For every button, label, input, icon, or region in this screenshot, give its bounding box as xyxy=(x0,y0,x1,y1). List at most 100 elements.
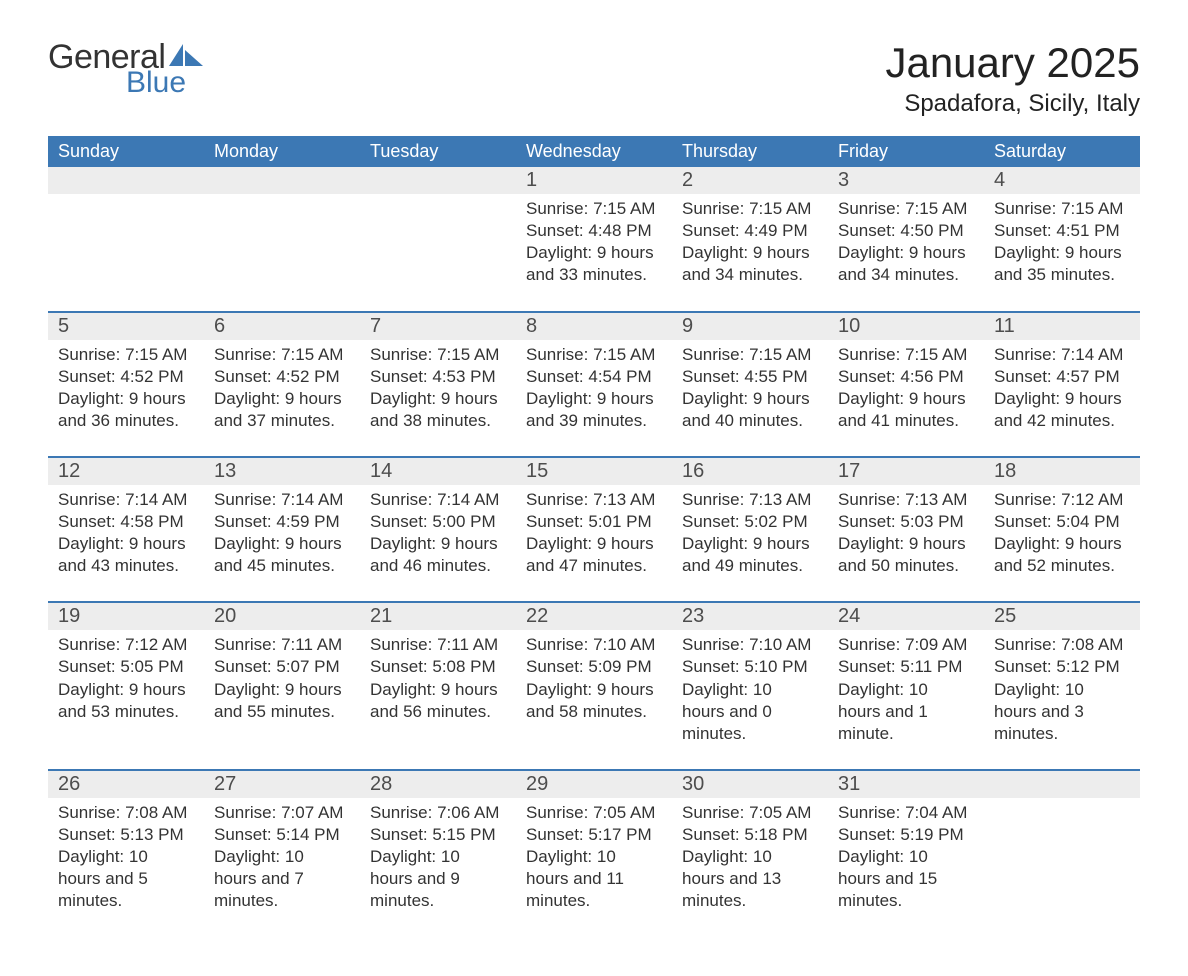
detail-line: Daylight: 9 hours and 37 minutes. xyxy=(214,388,350,432)
day-number: 10 xyxy=(828,313,984,340)
day-number: 13 xyxy=(204,458,360,485)
weeks: 1234Sunrise: 7:15 AMSunset: 4:48 PMDayli… xyxy=(48,167,1140,936)
dayname-row: SundayMondayTuesdayWednesdayThursdayFrid… xyxy=(48,136,1140,167)
day-number: 18 xyxy=(984,458,1140,485)
day-detail: Sunrise: 7:15 AMSunset: 4:50 PMDaylight:… xyxy=(828,194,984,286)
detail-line: Sunset: 5:14 PM xyxy=(214,824,350,846)
day-detail xyxy=(984,798,1140,912)
detail-line: Sunrise: 7:06 AM xyxy=(370,802,506,824)
detail-line: Daylight: 9 hours and 36 minutes. xyxy=(58,388,194,432)
detail-line: Daylight: 9 hours and 45 minutes. xyxy=(214,533,350,577)
day-detail: Sunrise: 7:15 AMSunset: 4:51 PMDaylight:… xyxy=(984,194,1140,286)
day-number xyxy=(204,167,360,194)
day-detail: Sunrise: 7:05 AMSunset: 5:18 PMDaylight:… xyxy=(672,798,828,912)
detail-line: Sunset: 5:13 PM xyxy=(58,824,194,846)
detail-line: Sunset: 5:00 PM xyxy=(370,511,506,533)
detail-line: Sunrise: 7:15 AM xyxy=(58,344,194,366)
day-number: 17 xyxy=(828,458,984,485)
day-detail: Sunrise: 7:13 AMSunset: 5:02 PMDaylight:… xyxy=(672,485,828,577)
dayname: Thursday xyxy=(672,136,828,167)
day-number: 5 xyxy=(48,313,204,340)
header: General Blue January 2025 Spadafora, Sic… xyxy=(48,40,1140,118)
day-number: 30 xyxy=(672,771,828,798)
detail-line: Sunrise: 7:14 AM xyxy=(58,489,194,511)
dayname: Saturday xyxy=(984,136,1140,167)
daydetail-row: Sunrise: 7:14 AMSunset: 4:58 PMDaylight:… xyxy=(48,485,1140,577)
daydetail-row: Sunrise: 7:12 AMSunset: 5:05 PMDaylight:… xyxy=(48,630,1140,744)
detail-line: Sunrise: 7:14 AM xyxy=(994,344,1130,366)
detail-line: Sunrise: 7:15 AM xyxy=(682,198,818,220)
dayname: Wednesday xyxy=(516,136,672,167)
detail-line: Sunrise: 7:15 AM xyxy=(838,198,974,220)
day-number: 11 xyxy=(984,313,1140,340)
detail-line: Sunrise: 7:15 AM xyxy=(682,344,818,366)
week: 12131415161718Sunrise: 7:14 AMSunset: 4:… xyxy=(48,456,1140,601)
detail-line: Daylight: 9 hours and 43 minutes. xyxy=(58,533,194,577)
detail-line: Sunset: 5:11 PM xyxy=(838,656,974,678)
detail-line: Daylight: 9 hours and 50 minutes. xyxy=(838,533,974,577)
detail-line: Daylight: 9 hours and 34 minutes. xyxy=(682,242,818,286)
detail-line: Daylight: 9 hours and 58 minutes. xyxy=(526,679,662,723)
detail-line: Daylight: 9 hours and 33 minutes. xyxy=(526,242,662,286)
dayname: Tuesday xyxy=(360,136,516,167)
day-detail xyxy=(48,194,204,286)
day-detail: Sunrise: 7:08 AMSunset: 5:12 PMDaylight:… xyxy=(984,630,1140,744)
day-number xyxy=(48,167,204,194)
day-number: 31 xyxy=(828,771,984,798)
day-number: 12 xyxy=(48,458,204,485)
day-number: 24 xyxy=(828,603,984,630)
detail-line: Daylight: 9 hours and 53 minutes. xyxy=(58,679,194,723)
detail-line: Daylight: 9 hours and 39 minutes. xyxy=(526,388,662,432)
detail-line: Sunrise: 7:04 AM xyxy=(838,802,974,824)
detail-line: Sunrise: 7:14 AM xyxy=(214,489,350,511)
detail-line: Sunset: 4:51 PM xyxy=(994,220,1130,242)
daynum-row: 567891011 xyxy=(48,313,1140,340)
detail-line: Sunset: 5:07 PM xyxy=(214,656,350,678)
day-detail: Sunrise: 7:13 AMSunset: 5:03 PMDaylight:… xyxy=(828,485,984,577)
day-detail: Sunrise: 7:10 AMSunset: 5:09 PMDaylight:… xyxy=(516,630,672,744)
logo-text-blue: Blue xyxy=(126,68,207,98)
detail-line: Sunrise: 7:08 AM xyxy=(994,634,1130,656)
day-number: 29 xyxy=(516,771,672,798)
detail-line: Daylight: 9 hours and 34 minutes. xyxy=(838,242,974,286)
day-number: 9 xyxy=(672,313,828,340)
detail-line: Daylight: 10 hours and 11 minutes. xyxy=(526,846,662,912)
detail-line: Daylight: 9 hours and 55 minutes. xyxy=(214,679,350,723)
week: 567891011Sunrise: 7:15 AMSunset: 4:52 PM… xyxy=(48,311,1140,456)
day-number: 27 xyxy=(204,771,360,798)
day-number: 23 xyxy=(672,603,828,630)
day-number: 7 xyxy=(360,313,516,340)
detail-line: Sunrise: 7:13 AM xyxy=(526,489,662,511)
detail-line: Sunset: 5:17 PM xyxy=(526,824,662,846)
day-detail: Sunrise: 7:15 AMSunset: 4:53 PMDaylight:… xyxy=(360,340,516,432)
detail-line: Sunset: 4:52 PM xyxy=(58,366,194,388)
detail-line: Sunset: 4:48 PM xyxy=(526,220,662,242)
detail-line: Sunset: 4:55 PM xyxy=(682,366,818,388)
day-detail: Sunrise: 7:15 AMSunset: 4:52 PMDaylight:… xyxy=(48,340,204,432)
detail-line: Daylight: 10 hours and 0 minutes. xyxy=(682,679,818,745)
day-number: 2 xyxy=(672,167,828,194)
daynum-row: 1234 xyxy=(48,167,1140,194)
detail-line: Sunrise: 7:12 AM xyxy=(58,634,194,656)
detail-line: Daylight: 9 hours and 56 minutes. xyxy=(370,679,506,723)
detail-line: Sunset: 4:57 PM xyxy=(994,366,1130,388)
detail-line: Sunset: 5:12 PM xyxy=(994,656,1130,678)
day-detail: Sunrise: 7:15 AMSunset: 4:55 PMDaylight:… xyxy=(672,340,828,432)
day-detail: Sunrise: 7:14 AMSunset: 4:58 PMDaylight:… xyxy=(48,485,204,577)
day-number: 15 xyxy=(516,458,672,485)
detail-line: Sunset: 5:19 PM xyxy=(838,824,974,846)
detail-line: Sunrise: 7:11 AM xyxy=(214,634,350,656)
detail-line: Sunrise: 7:14 AM xyxy=(370,489,506,511)
detail-line: Sunset: 4:50 PM xyxy=(838,220,974,242)
day-detail: Sunrise: 7:14 AMSunset: 4:59 PMDaylight:… xyxy=(204,485,360,577)
detail-line: Daylight: 9 hours and 38 minutes. xyxy=(370,388,506,432)
day-detail: Sunrise: 7:04 AMSunset: 5:19 PMDaylight:… xyxy=(828,798,984,912)
detail-line: Sunrise: 7:13 AM xyxy=(682,489,818,511)
daydetail-row: Sunrise: 7:08 AMSunset: 5:13 PMDaylight:… xyxy=(48,798,1140,912)
detail-line: Sunrise: 7:15 AM xyxy=(526,344,662,366)
day-detail: Sunrise: 7:15 AMSunset: 4:48 PMDaylight:… xyxy=(516,194,672,286)
day-number: 4 xyxy=(984,167,1140,194)
day-number: 20 xyxy=(204,603,360,630)
day-detail: Sunrise: 7:15 AMSunset: 4:54 PMDaylight:… xyxy=(516,340,672,432)
day-detail xyxy=(360,194,516,286)
